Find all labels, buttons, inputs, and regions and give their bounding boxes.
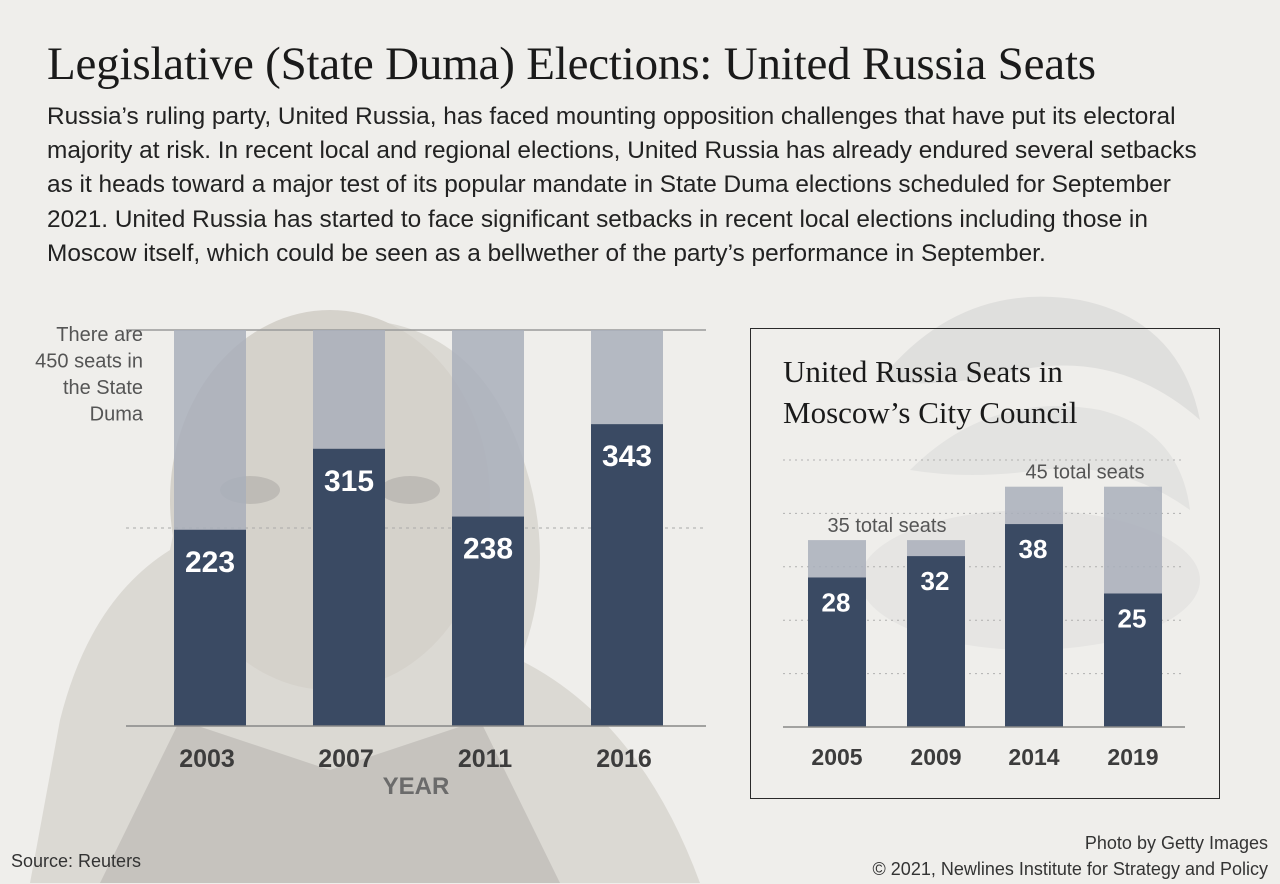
source-note: Source: Reuters — [11, 851, 142, 871]
bar-value-2016: 343 — [602, 440, 652, 473]
total-seats-note-line: the State — [63, 377, 143, 399]
inset-bar-value-2019: 25 — [1118, 604, 1147, 634]
inset-seat-bar-2009 — [907, 556, 965, 727]
inset-bar-value-2014: 38 — [1019, 534, 1048, 564]
inset-total-label-35: 35 total seats — [828, 515, 947, 537]
seat-bar-2016 — [591, 424, 663, 726]
x-tick-2016: 2016 — [596, 745, 652, 773]
x-tick-2011: 2011 — [458, 745, 512, 773]
inset-x-tick-2005: 2005 — [811, 744, 862, 770]
seat-bar-2007 — [313, 448, 385, 726]
total-seats-note-line: Duma — [90, 404, 144, 426]
x-tick-2007: 2007 — [318, 745, 374, 773]
inset-x-tick-2009: 2009 — [910, 744, 961, 770]
inset-bar-value-2009: 32 — [921, 566, 950, 596]
seat-bar-2003 — [174, 529, 246, 726]
x-tick-2003: 2003 — [179, 745, 235, 773]
bar-value-2003: 223 — [185, 546, 235, 579]
total-seats-note-line: There are — [56, 324, 143, 346]
moscow-council-panel: United Russia Seats in Moscow’s City Cou… — [750, 328, 1220, 799]
total-seats-note-line: 450 seats in — [35, 351, 143, 373]
inset-chart-title: United Russia Seats in Moscow’s City Cou… — [783, 351, 1078, 433]
copyright-note: © 2021, Newlines Institute for Strategy … — [872, 859, 1268, 879]
inset-x-tick-2019: 2019 — [1107, 744, 1158, 770]
bar-value-2011: 238 — [463, 533, 513, 566]
photo-credit: Photo by Getty Images — [1084, 833, 1268, 853]
inset-bar-value-2005: 28 — [822, 587, 851, 617]
intro-paragraph: Russia’s ruling party, United Russia, ha… — [47, 103, 1197, 267]
inset-total-label-45: 45 total seats — [1026, 462, 1145, 484]
inset-x-tick-2014: 2014 — [1008, 744, 1059, 770]
inset-title-line-2: Moscow’s City Council — [783, 395, 1078, 430]
x-axis-title: YEAR — [383, 773, 450, 800]
inset-seat-bar-2014 — [1005, 524, 1063, 727]
seat-bar-2011 — [452, 516, 524, 726]
inset-seat-bar-2019 — [1104, 593, 1162, 727]
bar-value-2007: 315 — [324, 465, 374, 498]
page-title: Legislative (State Duma) Elections: Unit… — [47, 38, 1096, 90]
inset-seat-bar-2005 — [808, 577, 866, 727]
credit-block: Photo by Getty Images © 2021, Newlines I… — [873, 830, 1268, 882]
duma-seats-chart: 223 2003 315 2007 238 2011 343 2016 YEAR There ar… — [35, 324, 706, 800]
inset-title-line-1: United Russia Seats in — [783, 354, 1063, 389]
